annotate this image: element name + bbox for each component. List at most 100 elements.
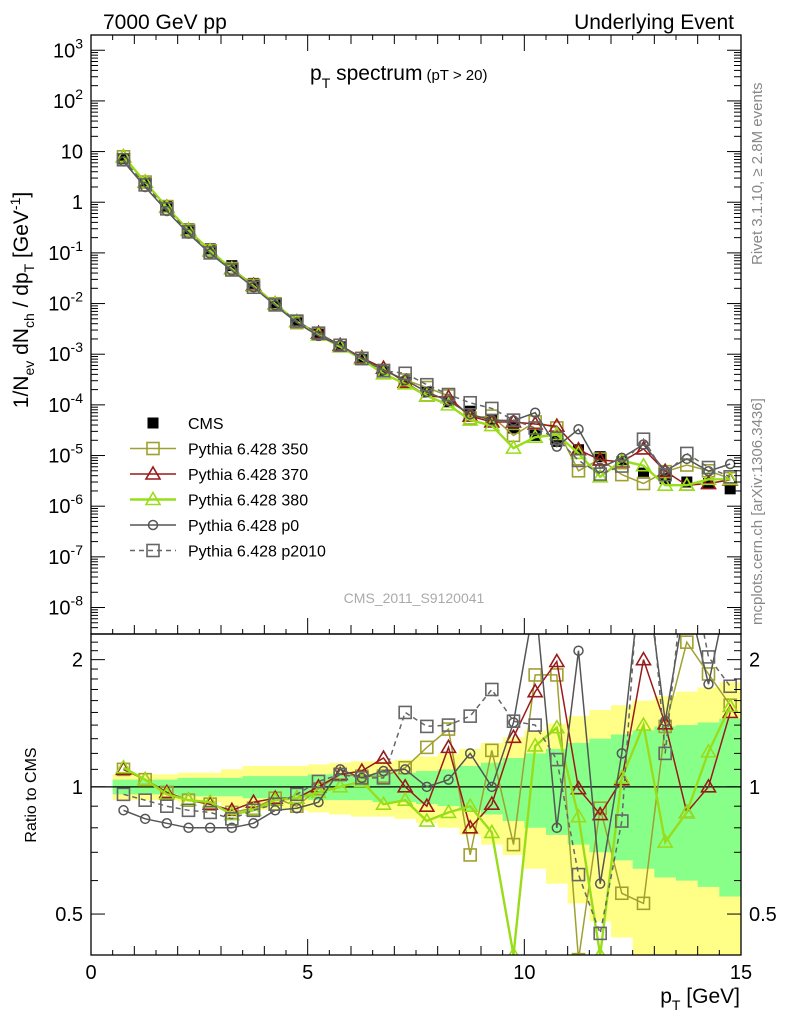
main-cms-point [724, 483, 736, 495]
xtick-label: 15 [730, 962, 752, 984]
ratio-pythia-6-428-370-point [570, 780, 587, 795]
main-pythia-6-428-p2010-point [138, 178, 152, 192]
ratio-pythia-6-428-p2010-point [506, 714, 521, 729]
main-pythia-6-428-p2010-point [636, 432, 651, 447]
main-pythia-6-428-370-point [700, 474, 717, 490]
ratio-pythia-6-428-p2010-point [311, 774, 326, 789]
main-pythia-6-428-380-point [483, 416, 501, 432]
ratio-pythia-6-428-p2010-point [723, 679, 737, 694]
main-ytick-label: 10 [61, 142, 83, 164]
main-pythia-6-428-p2010-point [268, 298, 282, 312]
main-cms-point [638, 467, 649, 479]
ratio-pythia-6-428-370-point [245, 793, 262, 808]
ratio-pythia-6-428-p2010-point [441, 718, 456, 732]
ratio-series-layer [115, 634, 739, 955]
main-ytick-label: 1 [72, 192, 83, 214]
ratio-pythia-6-428-350-point [680, 635, 694, 649]
ratio-pythia-6-428-p2010-point [246, 803, 261, 818]
ratio-pythia-6-428-370-point [440, 738, 457, 754]
ratio-pythia-6-428-350-point [420, 740, 434, 755]
ratio-pythia-6-428-p2010-line [123, 634, 731, 937]
ratio-pythia-6-428-380-point [721, 697, 739, 713]
main-pythia-6-428-p2010-point [290, 314, 304, 328]
main-pythia-6-428-p0-point [703, 465, 714, 477]
ratio-pythia-6-428-p2010-point [658, 746, 672, 761]
main-cms-point [681, 476, 693, 488]
main-cms-point [378, 366, 389, 378]
main-pythia-6-428-p2010-point [571, 453, 586, 468]
ratio-pythia-6-428-p2010-point [181, 803, 196, 818]
ratio-pythia-6-428-p2010-point [463, 709, 477, 723]
ratio-pythia-6-428-380-point [483, 823, 501, 839]
ratio-pythia-6-428-380-point [526, 737, 544, 752]
ratio-pythia-6-428-380-line [122, 705, 732, 955]
main-pythia-6-428-p2010-point [485, 401, 499, 416]
ratio-pythia-6-428-p2010-point [615, 814, 629, 828]
legend-marker [144, 465, 162, 480]
main-cms-point [508, 422, 519, 434]
ratio-pythia-6-428-p2010-point [333, 767, 347, 782]
main-pythia-6-428-p0-point [508, 415, 519, 426]
ratio-pythia-6-428-380-point [678, 803, 696, 819]
main-pythia-6-428-p0-point [573, 424, 584, 435]
ratio-pythia-6-428-p2010-point [225, 812, 239, 826]
main-pythia-6-428-350-point [636, 476, 651, 491]
main-pythia-6-428-380-point [635, 457, 652, 472]
mcplots-label: mcplots.cern.ch [arXiv:1306.3436] [749, 398, 766, 625]
ratio-pythia-6-428-p0-point [464, 748, 476, 759]
ratio-pythia-6-428-350-point [485, 743, 499, 758]
ratio-pythia-6-428-p2010-point [593, 926, 607, 941]
ratio-pythia-6-428-p0-point [443, 774, 454, 785]
main-pythia-6-428-p0-point [464, 409, 476, 420]
legend-label: Pythia 6.428 380 [188, 493, 308, 510]
legend-label: Pythia 6.428 p0 [188, 518, 299, 535]
main-pythia-6-428-p0-point [616, 452, 628, 464]
ratio-pythia-6-428-p2010-point [290, 787, 304, 802]
ratio-pythia-6-428-p0-point [486, 781, 498, 793]
main-pythia-6-428-p2010-point [116, 152, 131, 167]
legend-marker [147, 519, 159, 531]
ratio-pythia-6-428-p0-point [573, 645, 584, 656]
header-right: Underlying Event [574, 11, 734, 34]
ratio-pythia-6-428-350-point [528, 668, 542, 682]
ratio-pythia-6-428-p0-point [183, 822, 194, 834]
header-left: 7000 GeV pp [103, 11, 227, 34]
legend-marker [144, 490, 162, 506]
main-pythia-6-428-p2010-point [333, 338, 347, 353]
ratio-pythia-6-428-p0-point [139, 813, 151, 825]
ratio-pythia-6-428-380-point [440, 803, 457, 819]
main-pythia-6-428-p0-point [421, 386, 433, 398]
legend-marker [146, 543, 160, 558]
main-series-layer [115, 147, 739, 495]
main-ylabel: 1/Nev dNch / dpT [GeV-1] [7, 192, 37, 408]
ratio-ylabel: Ratio to CMS [23, 747, 40, 842]
ratio-pythia-6-428-p2010-point [138, 793, 152, 807]
main-pythia-6-428-380-point [721, 470, 739, 486]
ratio-pythia-6-428-380-point [656, 833, 674, 848]
ratio-pythia-6-428-p0-line [123, 634, 720, 884]
main-pythia-6-428-p0-point [529, 407, 541, 418]
main-pythia-6-428-p2010-point [506, 413, 521, 427]
ratio-pythia-6-428-380-point [115, 759, 132, 774]
ratio-pythia-6-428-p0-point [421, 781, 433, 793]
main-cms-point [529, 429, 541, 441]
ratio-ytick-label-right: 0.5 [749, 904, 777, 926]
ratio-pythia-6-428-350-point [506, 837, 521, 852]
ratio-pythia-6-428-p2010-point [571, 867, 586, 882]
legend-label: Pythia 6.428 p2010 [188, 544, 326, 561]
legend-label: CMS [188, 416, 224, 433]
main-pythia-6-428-380-point [570, 444, 587, 460]
main-pythia-6-428-380-point [548, 425, 566, 441]
main-pythia-6-428-p2010-point [246, 280, 261, 295]
ratio-pythia-6-428-380-point [635, 716, 652, 731]
rivet-label: Rivet 3.1.10, ≥ 2.8M events [749, 83, 766, 266]
main-pythia-6-428-380-point [678, 476, 696, 491]
ratio-pythia-6-428-p0-point [551, 822, 563, 834]
ratio-pythia-6-428-380-point [331, 778, 349, 793]
main-pythia-6-428-p0-point [269, 300, 281, 311]
main-pythia-6-428-370-point [591, 451, 609, 466]
ratio-pythia-6-428-370-point [266, 789, 284, 805]
ratio-pythia-6-428-370-point [353, 762, 371, 777]
ratio-pythia-6-428-p2010-point [116, 787, 131, 802]
ratio-ytick-label-right: 2 [749, 650, 760, 672]
